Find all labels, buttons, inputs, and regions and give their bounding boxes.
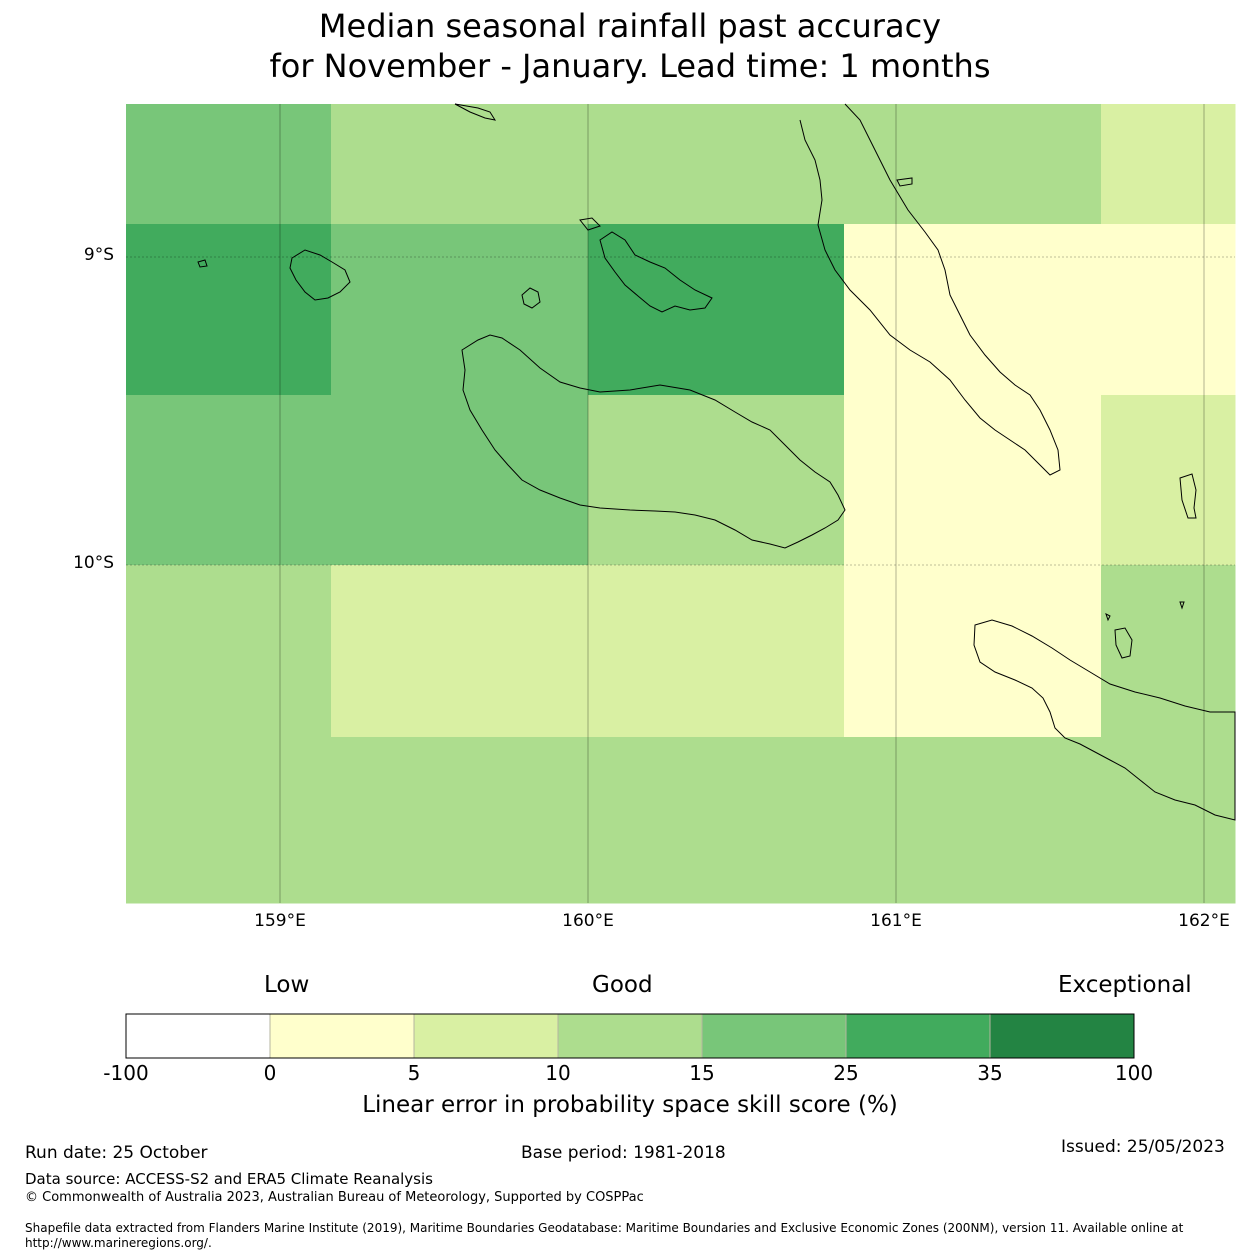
data-source: Data source: ACCESS-S2 and ERA5 Climate …: [25, 1170, 433, 1188]
colorbar-bin: [989, 1013, 1135, 1059]
grid-cell: [126, 395, 332, 566]
coastline-small-island-3: [1179, 601, 1185, 610]
colorbar-tick: -100: [103, 1061, 149, 1085]
grid-cell: [460, 565, 589, 738]
run-date: Run date: 25 October: [25, 1143, 208, 1163]
colorbar-bin: [845, 1013, 991, 1059]
grid-cell: [972, 224, 1102, 396]
grid-cell: [460, 104, 589, 225]
grid-cell: [972, 565, 1102, 738]
grid-cell: [844, 737, 973, 904]
colorbar-border: [125, 1013, 1135, 1059]
colorbar-bin: [413, 1013, 559, 1059]
colorbar-tick: 25: [833, 1061, 859, 1085]
grid-cell: [844, 104, 973, 225]
colorbar-tick: 0: [263, 1061, 277, 1085]
coastline-islet-west: [197, 259, 208, 268]
grid-cell: [331, 737, 461, 904]
lon-label-160e: 160°E: [562, 911, 614, 931]
grid-cell: [126, 104, 332, 225]
legend-category-good: Good: [592, 972, 653, 998]
colorbar-bin: [701, 1013, 847, 1059]
grid-cell: [972, 104, 1102, 225]
lat-label-9s: 9°S: [83, 245, 114, 265]
grid-cell: [844, 224, 973, 396]
grid-cell: [588, 224, 845, 396]
colorbar-bin: [557, 1013, 703, 1059]
grid-cell: [844, 565, 973, 738]
colorbar-bin: [269, 1013, 415, 1059]
shapefile-credit-line-1: Shapefile data extracted from Flanders M…: [25, 1221, 1184, 1235]
grid-cell: [460, 224, 589, 396]
grid-cell: [331, 395, 461, 566]
skill-grid: [126, 104, 1236, 904]
grid-cell: [331, 104, 461, 225]
legend-category-low: Low: [264, 972, 310, 998]
colorbar: [125, 1013, 1135, 1059]
grid-cell: [126, 737, 332, 904]
grid-cell: [1101, 565, 1236, 738]
coastline-islet-florida: [579, 217, 601, 231]
legend-category-exceptional: Exceptional: [1058, 972, 1192, 998]
colorbar-title: Linear error in probability space skill …: [362, 1092, 898, 1118]
colorbar-tick: 5: [407, 1061, 421, 1085]
grid-cell: [460, 737, 589, 904]
coastline-islet-isabel: [896, 177, 913, 187]
coastline-nggela: [599, 231, 713, 313]
coastline-small-island-4: [1105, 613, 1111, 622]
colorbar-bin: [125, 1013, 271, 1059]
grid-cell: [1101, 737, 1236, 904]
coastline-north-islands: [454, 103, 497, 121]
grid-cell: [331, 224, 461, 396]
grid-cell: [844, 395, 973, 566]
coastline-makira: [973, 619, 1236, 821]
map-title-line-1: Median seasonal rainfall past accuracy: [318, 7, 942, 45]
coastline-santa-isabel: [799, 103, 1061, 476]
grid-cell: [972, 737, 1102, 904]
grid-cell: [1101, 224, 1236, 396]
coastline-russell-islands: [289, 249, 351, 301]
colorbar-tick: 10: [545, 1061, 571, 1085]
grid-cell: [1101, 395, 1236, 566]
map-title-line-2: for November - January. Lead time: 1 mon…: [269, 47, 991, 85]
lon-label-162e: 162°E: [1178, 911, 1230, 931]
base-period: Base period: 1981-2018: [521, 1143, 726, 1163]
coastline-guadalcanal: [461, 334, 846, 549]
grid-cell: [126, 224, 332, 396]
grid-cell: [588, 565, 845, 738]
lon-label-161e: 161°E: [870, 911, 922, 931]
grid-cell: [588, 395, 845, 566]
shapefile-credit-line-2: http://www.marineregions.org/.: [25, 1236, 212, 1250]
grid-cell: [460, 395, 589, 566]
grid-cell: [331, 565, 461, 738]
grid-cell: [126, 565, 332, 738]
grid-cell: [972, 395, 1102, 566]
grid-cell: [1101, 104, 1236, 225]
lat-label-10s: 10°S: [73, 553, 114, 573]
grid-cell: [588, 737, 845, 904]
grid-cell: [588, 104, 845, 225]
coastline-savo: [521, 287, 541, 309]
coastline-small-island-1: [1179, 473, 1197, 519]
colorbar-tick: 15: [689, 1061, 715, 1085]
lon-label-159e: 159°E: [254, 911, 306, 931]
coastline-small-island-2: [1114, 627, 1133, 659]
issued-date: Issued: 25/05/2023: [1061, 1137, 1225, 1157]
colorbar-tick: 35: [977, 1061, 1003, 1085]
coastlines: [197, 103, 1236, 821]
colorbar-tick: 100: [1114, 1061, 1154, 1085]
copyright: © Commonwealth of Australia 2023, Austra…: [25, 1190, 644, 1205]
graticule: [126, 104, 1235, 903]
